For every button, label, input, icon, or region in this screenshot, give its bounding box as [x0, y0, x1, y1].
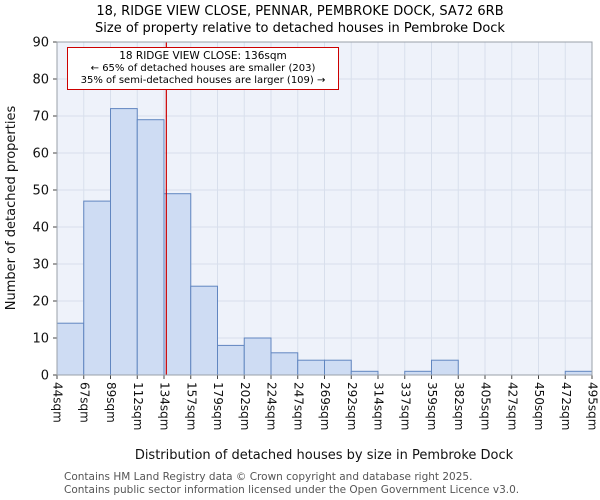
x-tick-label: 224sqm — [265, 382, 279, 430]
x-tick-label: 247sqm — [291, 382, 305, 430]
histogram-bar — [56, 322, 85, 376]
subject-property-annotation-box: 18 RIDGE VIEW CLOSE: 136sqm ← 65% of det… — [67, 47, 339, 90]
histogram-bar — [404, 370, 432, 376]
y-tick-label: 90 — [32, 36, 49, 51]
y-tick-label: 10 — [32, 332, 49, 347]
y-tick-label: 20 — [32, 295, 49, 310]
x-axis-title: Distribution of detached houses by size … — [135, 448, 514, 463]
x-tick-label: 314sqm — [372, 382, 386, 430]
histogram-bar — [217, 344, 245, 376]
x-tick-label: 382sqm — [452, 382, 466, 430]
histogram-bar — [564, 370, 593, 376]
x-tick-label: 112sqm — [131, 382, 145, 430]
y-tick-label: 30 — [32, 258, 49, 273]
x-tick-label: 89sqm — [104, 382, 118, 423]
y-tick-label: 40 — [32, 221, 49, 236]
x-tick-label: 337sqm — [398, 382, 412, 430]
plot-border — [56, 41, 593, 376]
chart-title: 18, RIDGE VIEW CLOSE, PENNAR, PEMBROKE D… — [96, 4, 504, 19]
x-tick-label: 67sqm — [77, 382, 91, 423]
x-tick-label: 202sqm — [238, 382, 252, 430]
y-tick-label: 70 — [32, 110, 49, 125]
x-tick-label: 44sqm — [51, 382, 65, 423]
y-tick-label: 0 — [41, 369, 49, 384]
histogram-bar — [324, 359, 352, 376]
annotation-property-size: 18 RIDGE VIEW CLOSE: 136sqm — [119, 50, 287, 62]
annotation-larger-share: 35% of semi-detached houses are larger (… — [80, 74, 326, 86]
x-tick-label: 427sqm — [505, 382, 519, 430]
histogram-bar — [110, 108, 138, 376]
x-tick-label: 292sqm — [345, 382, 359, 430]
x-tick-label: 359sqm — [425, 382, 439, 430]
histogram-bar — [350, 370, 379, 376]
annotation-smaller-share: ← 65% of detached houses are smaller (20… — [90, 62, 316, 74]
histogram-bar — [243, 337, 272, 376]
attribution-footer: Contains HM Land Registry data © Crown c… — [64, 471, 519, 496]
histogram-bar — [163, 193, 192, 376]
footer-line-1: Contains HM Land Registry data © Crown c… — [64, 471, 473, 483]
y-tick-label: 80 — [32, 73, 49, 88]
histogram-bar — [190, 285, 218, 376]
chart-subtitle: Size of property relative to detached ho… — [95, 21, 505, 36]
footer-line-2: Contains public sector information licen… — [64, 483, 520, 496]
x-tick-label: 472sqm — [559, 382, 573, 430]
x-tick-label: 179sqm — [211, 382, 225, 430]
x-tick-label: 134sqm — [158, 382, 172, 430]
histogram-bar — [431, 359, 459, 376]
y-tick-label: 60 — [32, 147, 49, 162]
y-axis-title: Number of detached properties — [4, 106, 19, 311]
x-tick-label: 495sqm — [586, 382, 600, 430]
x-tick-label: 405sqm — [479, 382, 493, 430]
x-tick-label: 450sqm — [532, 382, 546, 430]
y-tick-label: 50 — [32, 184, 49, 199]
histogram-bar — [297, 359, 325, 376]
histogram-bar — [270, 352, 299, 376]
x-tick-label: 157sqm — [184, 382, 198, 430]
plot-layer: 0 10 20 30 40 50 60 70 80 90 44sqm 67sqm 89sqm 112sqm… — [32, 36, 599, 431]
histogram-bar — [136, 119, 165, 376]
x-tick-label: 269sqm — [318, 382, 332, 430]
histogram-bar — [83, 200, 111, 376]
